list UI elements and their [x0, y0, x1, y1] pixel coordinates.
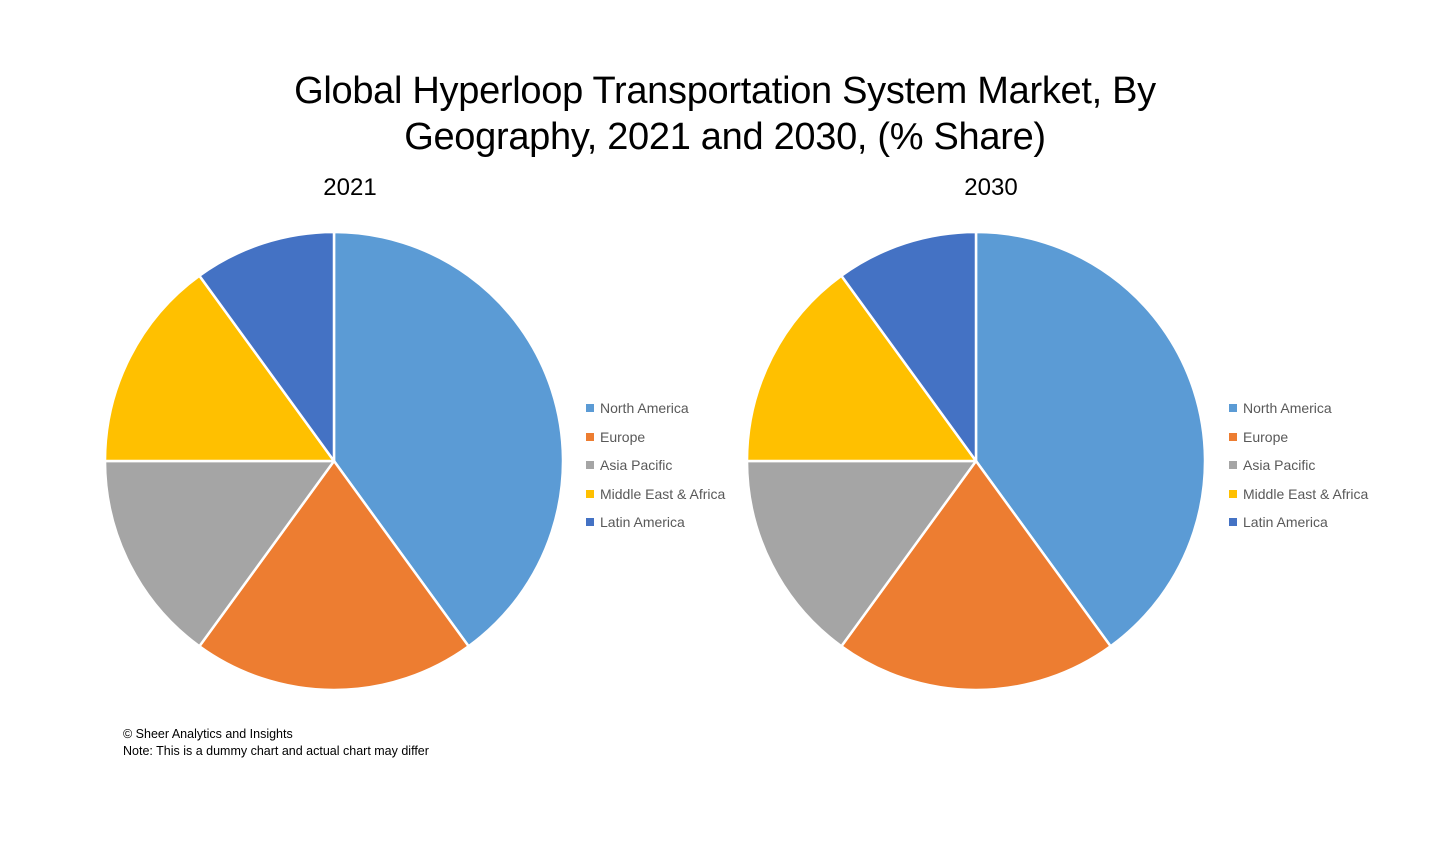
disclaimer-note: Note: This is a dummy chart and actual c…: [123, 744, 429, 758]
pie-slice-2021-asia-pacific: [103, 459, 336, 648]
legend-label: Asia Pacific: [1243, 457, 1316, 474]
legend-2021: North America Europe Asia Pacific Middle Ea…: [586, 394, 725, 537]
pie-slice-2021-europe: [198, 459, 470, 692]
legend-item-north-america: North America: [586, 394, 725, 423]
legend-item-latin-america: Latin America: [586, 508, 725, 537]
legend-swatch: [586, 432, 594, 441]
pie-title-2021: 2021: [323, 174, 377, 201]
legend-swatch: [1229, 489, 1237, 498]
legend-item-asia-pacific: Asia Pacific: [586, 451, 725, 480]
pie-slice-2021-latin-america: [198, 230, 336, 463]
pie-slice-2030-north-america: [974, 230, 1207, 648]
legend-swatch: [1229, 461, 1237, 470]
legend-label: Latin America: [600, 514, 685, 531]
legend-2030: North America Europe Asia Pacific Middle Ea…: [1229, 394, 1368, 537]
legend-swatch: [1229, 518, 1237, 527]
legend-swatch: [1229, 404, 1237, 413]
legend-swatch: [1229, 432, 1237, 441]
chart-title-line-1: Global Hyperloop Transportation System M…: [294, 70, 1156, 112]
chart-title: Global Hyperloop Transportation System M…: [0, 68, 1450, 160]
pie-chart-2030: [745, 230, 1207, 692]
legend-label: Europe: [1243, 428, 1289, 445]
legend-swatch: [586, 404, 594, 413]
legend-item-middle-east-and-africa: Middle East & Africa: [1229, 480, 1368, 509]
legend-item-europe: Europe: [586, 423, 725, 452]
pie-slice-2021-north-america: [332, 230, 565, 648]
legend-label: Middle East & Africa: [1243, 485, 1369, 502]
legend-label: North America: [600, 400, 689, 417]
legend-label: Middle East & Africa: [600, 485, 726, 502]
pie-slice-2030-latin-america: [840, 230, 978, 463]
footer: © Sheer Analytics and Insights Note: Thi…: [123, 726, 429, 760]
pie-title-2030: 2030: [964, 174, 1018, 201]
legend-swatch: [586, 461, 594, 470]
legend-label: Asia Pacific: [600, 457, 673, 474]
pie-chart-2021: [103, 230, 565, 692]
chart-title-line-2: Geography, 2021 and 2030, (% Share): [404, 116, 1046, 158]
legend-swatch: [586, 489, 594, 498]
pie-slice-2030-asia-pacific: [745, 459, 978, 648]
pie-slice-2030-europe: [840, 459, 1112, 692]
legend-item-north-america: North America: [1229, 394, 1368, 423]
legend-item-latin-america: Latin America: [1229, 508, 1368, 537]
legend-label: Latin America: [1243, 514, 1328, 531]
legend-item-europe: Europe: [1229, 423, 1368, 452]
pie-slice-2021-middle-east-and-africa: [103, 274, 336, 463]
pie-slice-2030-middle-east-and-africa: [745, 274, 978, 463]
legend-label: Europe: [600, 428, 646, 445]
legend-item-asia-pacific: Asia Pacific: [1229, 451, 1368, 480]
legend-swatch: [586, 518, 594, 527]
legend-item-middle-east-and-africa: Middle East & Africa: [586, 480, 725, 509]
copyright-text: © Sheer Analytics and Insights: [123, 727, 293, 741]
legend-label: North America: [1243, 400, 1332, 417]
